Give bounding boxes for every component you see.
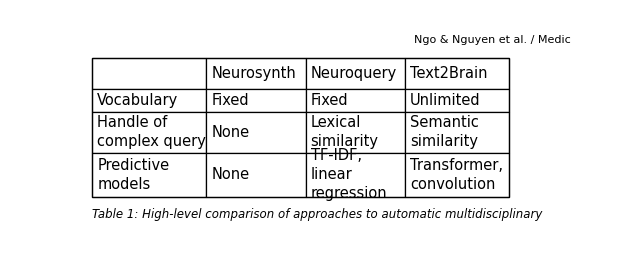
Text: Fixed: Fixed [310, 93, 348, 108]
Bar [92, 57, 207, 89]
Text: None: None [211, 125, 250, 140]
Bar [405, 112, 509, 153]
Text: Neuroquery: Neuroquery [310, 66, 397, 81]
Bar [306, 153, 405, 197]
Bar [92, 89, 207, 112]
Bar [405, 57, 509, 89]
Bar [405, 89, 509, 112]
Text: Transformer,
convolution: Transformer, convolution [410, 158, 503, 192]
Text: TF-IDF,
linear
regression: TF-IDF, linear regression [310, 148, 387, 201]
Bar [207, 89, 306, 112]
Text: Lexical
similarity: Lexical similarity [310, 115, 379, 149]
Text: Neurosynth: Neurosynth [211, 66, 296, 81]
Bar [306, 89, 405, 112]
Text: Text2Brain: Text2Brain [410, 66, 487, 81]
Text: Table 1: High-level comparison of approaches to automatic multidisciplinary: Table 1: High-level comparison of approa… [92, 208, 543, 221]
Bar [92, 57, 509, 197]
Bar [306, 112, 405, 153]
Bar [306, 57, 405, 89]
Text: None: None [211, 167, 250, 182]
Bar [207, 112, 306, 153]
Text: Predictive
models: Predictive models [97, 158, 170, 192]
Text: Vocabulary: Vocabulary [97, 93, 179, 108]
Text: Unlimited: Unlimited [410, 93, 481, 108]
Text: Handle of
complex query: Handle of complex query [97, 115, 206, 149]
Text: Semantic
similarity: Semantic similarity [410, 115, 479, 149]
Bar [405, 153, 509, 197]
Text: Fixed: Fixed [211, 93, 249, 108]
Bar [92, 112, 207, 153]
Bar [92, 153, 207, 197]
Text: Ngo & Nguyen et al. / Medic: Ngo & Nguyen et al. / Medic [414, 35, 571, 45]
Bar [207, 57, 306, 89]
Bar [207, 153, 306, 197]
